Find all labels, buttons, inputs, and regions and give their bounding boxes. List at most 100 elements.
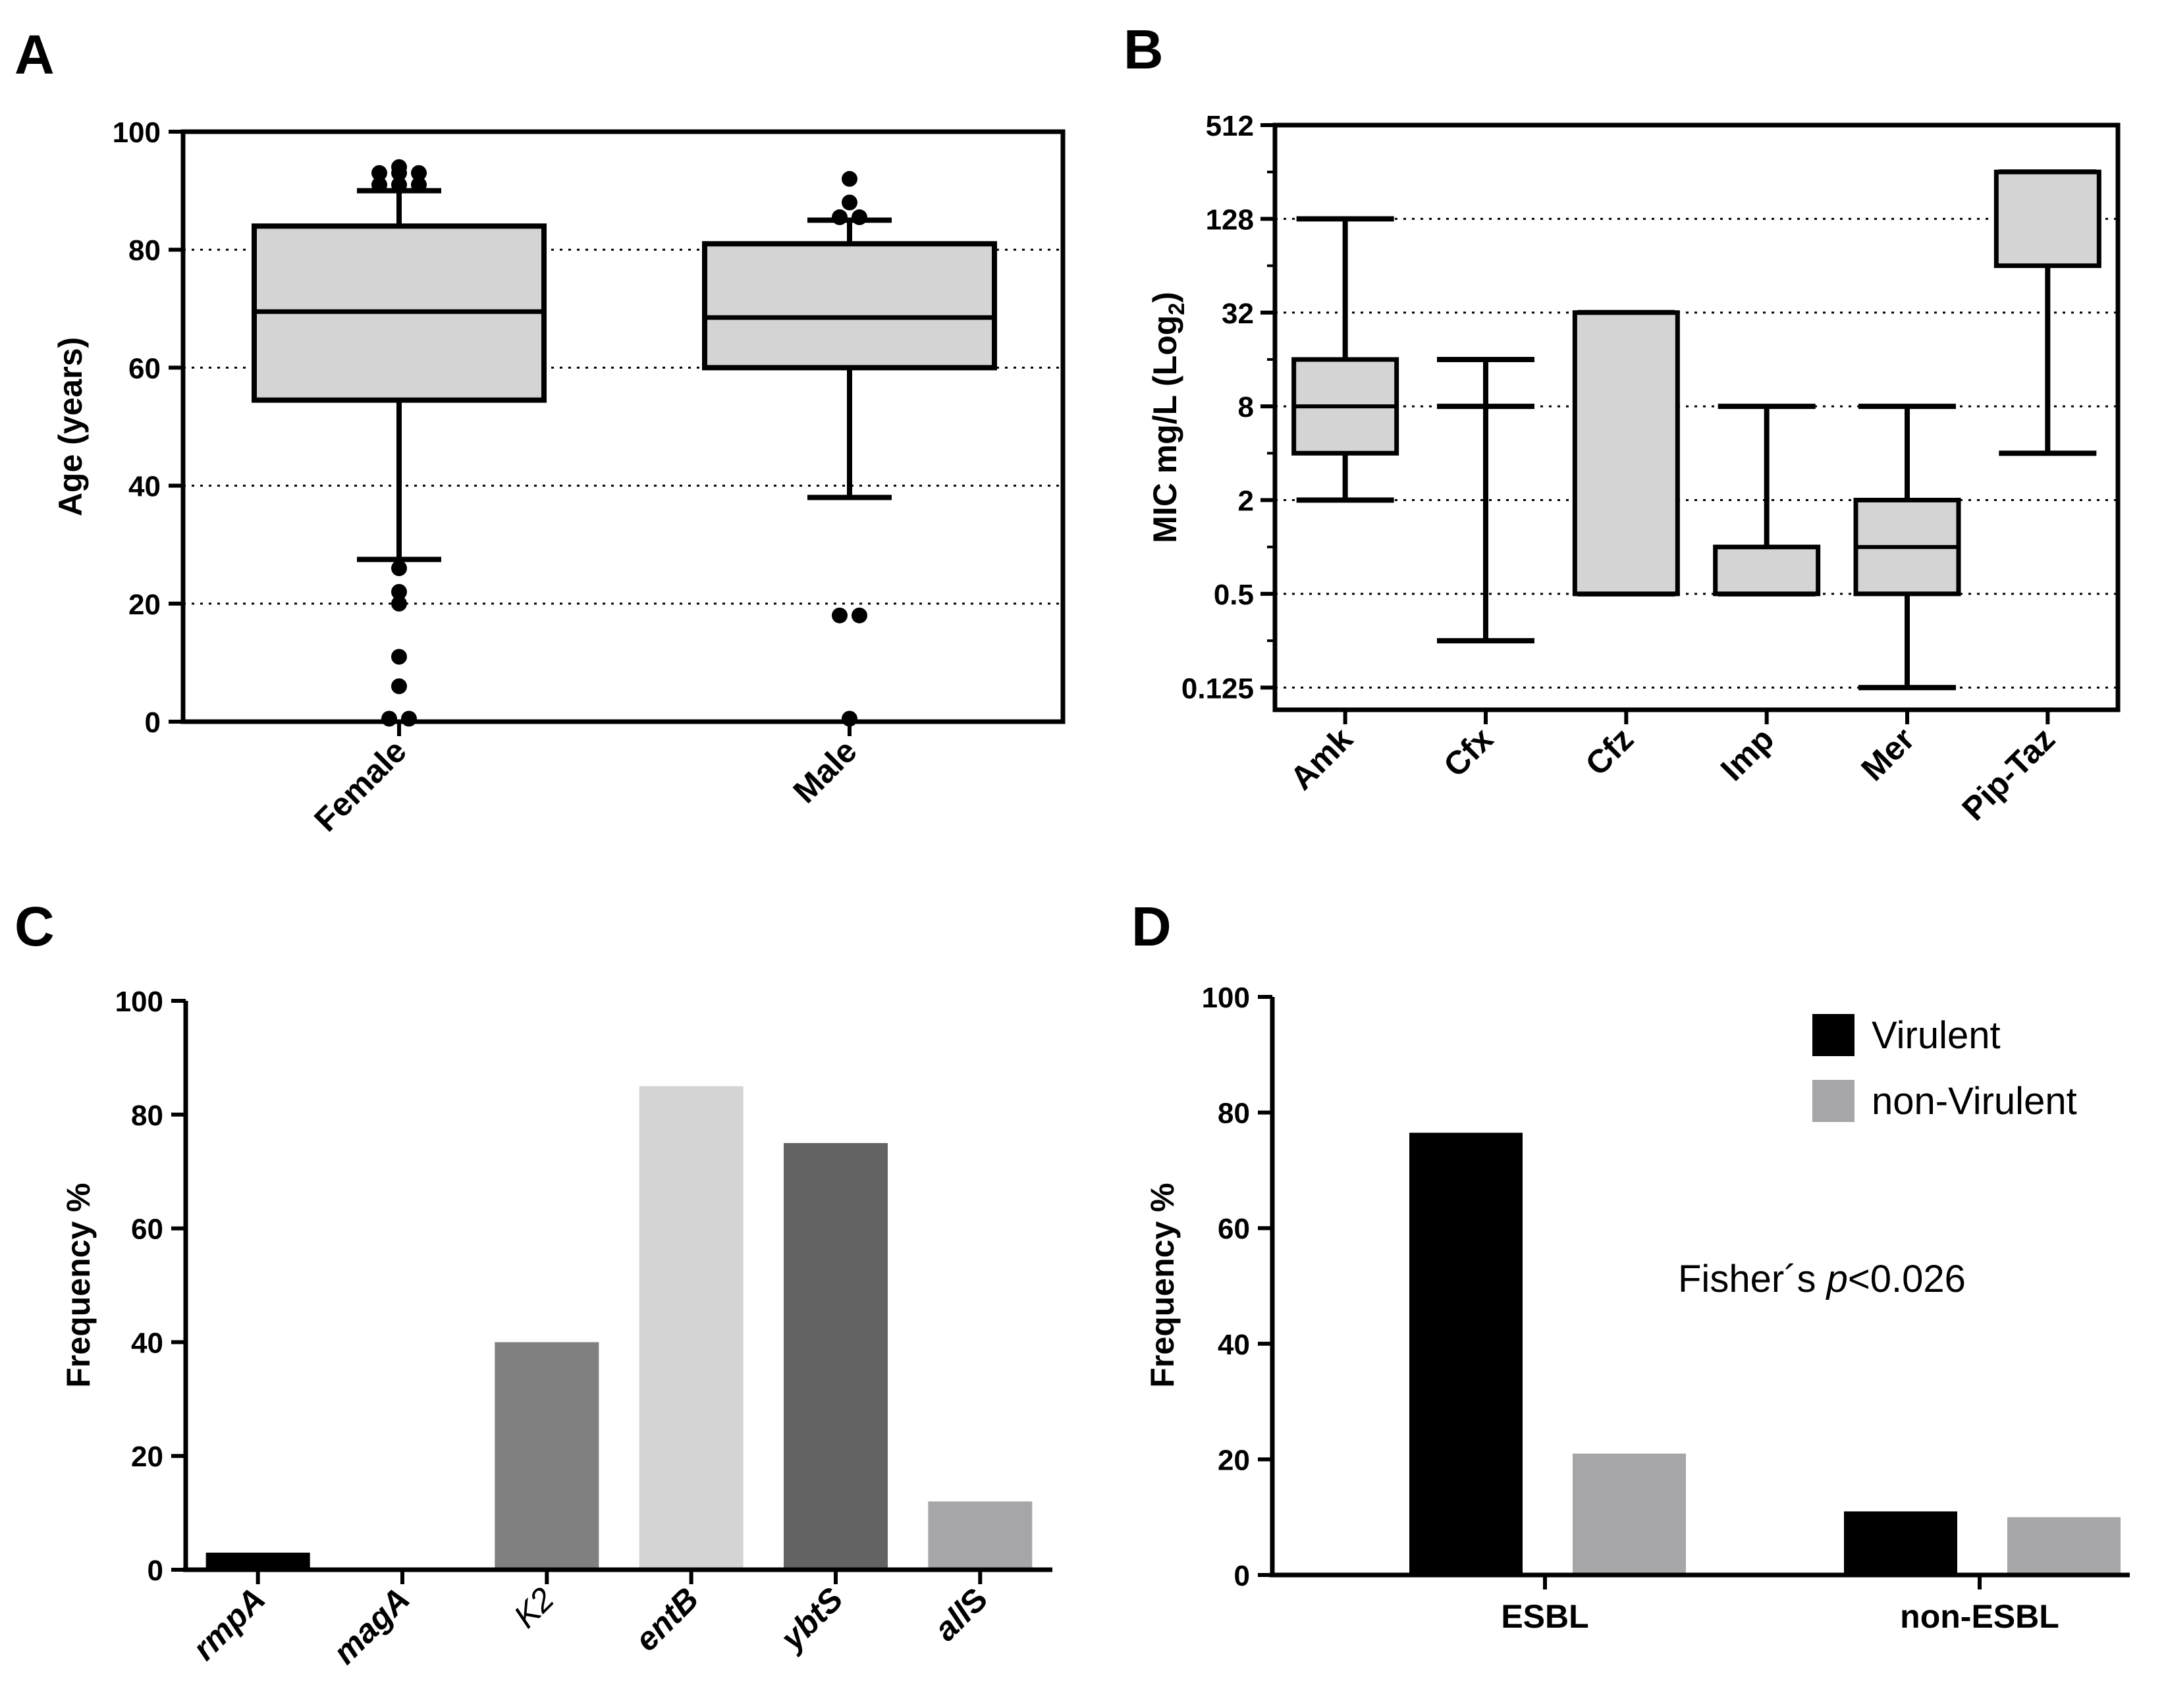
panel-a-outlier-point bbox=[401, 710, 417, 727]
panel-d-y-axis: 0 20 40 60 80 100 bbox=[1202, 982, 1272, 1592]
panel-c-bar bbox=[784, 1143, 888, 1570]
panel-c-ytick-label: 80 bbox=[131, 1100, 163, 1132]
panel-a-outlier-point bbox=[852, 209, 867, 225]
panel-a-ytick-label: 100 bbox=[113, 117, 161, 149]
panel-b-gridlines bbox=[1275, 217, 2118, 689]
panel-a-letter: A bbox=[14, 24, 55, 86]
panel-a-outlier-point bbox=[391, 583, 407, 600]
panel-b-box bbox=[1713, 545, 1821, 597]
panel-b-ytick-label: 0.125 bbox=[1181, 672, 1254, 705]
panel-a: A 0 20 40 60 80 100 Female Male Age (years) bbox=[14, 24, 1066, 839]
legend-swatch-non-virulent bbox=[1812, 1080, 1855, 1122]
panel-a-outlier-point bbox=[411, 165, 427, 181]
panel-c-xtick-label: magA bbox=[326, 1580, 417, 1671]
panel-d-fisher-annotation: Fisher´s p<0.026 bbox=[1678, 1258, 1966, 1300]
panel-c-letter: C bbox=[14, 895, 55, 957]
panel-c-ylabel: Frequency % bbox=[60, 1183, 97, 1387]
panel-c-ytick-label: 0 bbox=[148, 1555, 163, 1587]
panel-b-plot-frame bbox=[1272, 122, 2121, 712]
panel-b-box bbox=[1572, 310, 1680, 597]
panel-b-ytick-label: 2 bbox=[1238, 485, 1254, 518]
legend-swatch-virulent bbox=[1812, 1014, 1855, 1056]
panel-b-ytick-label: 0.5 bbox=[1214, 579, 1254, 611]
panel-d-ytick-label: 100 bbox=[1202, 982, 1250, 1014]
panel-a-outlier-point bbox=[391, 595, 407, 612]
panel-c-xtick-label-part: rmpA bbox=[186, 1580, 273, 1667]
panel-c-xtick-label-part: entB bbox=[628, 1580, 705, 1658]
panel-d-ylabel: Frequency % bbox=[1144, 1183, 1181, 1387]
panel-a-plot-frame bbox=[180, 129, 1066, 724]
panel-b-letter: B bbox=[1124, 18, 1164, 80]
panel-c-x-axis: rmpA magA K2 entB ybtS allS bbox=[186, 1570, 994, 1671]
panel-d-xtick-label: ESBL bbox=[1501, 1598, 1588, 1635]
panel-d-bar-non-virulent bbox=[1573, 1453, 1686, 1575]
panel-c-bar bbox=[928, 1501, 1033, 1570]
panel-b-x-axis: Amk Cfx Cfz Imp Mer Pip-Taz bbox=[1283, 710, 2062, 828]
panel-c-ytick-label: 100 bbox=[115, 986, 163, 1018]
panel-a-outlier-point bbox=[832, 209, 848, 225]
panel-c-xtick-label-part: ybtS bbox=[772, 1580, 850, 1658]
panel-a-outlier-point bbox=[391, 159, 407, 175]
panel-c-xtick-label-part: magA bbox=[326, 1580, 417, 1671]
panel-a-boxes bbox=[252, 159, 997, 727]
panel-b-xtick-label: Amk bbox=[1283, 720, 1359, 797]
panel-c-bar bbox=[495, 1342, 599, 1570]
panel-b-xtick-label: Imp bbox=[1714, 720, 1781, 787]
panel-a-outlier-point bbox=[371, 176, 387, 193]
panel-c-bar bbox=[205, 1553, 310, 1570]
panel-a-outlier-point bbox=[842, 171, 857, 187]
panel-b-xtick-label: Mer bbox=[1854, 720, 1921, 787]
panel-b-box bbox=[1993, 169, 2101, 269]
panel-b-boxes bbox=[1291, 169, 2101, 691]
legend-label-non-virulent: non-Virulent bbox=[1872, 1080, 2077, 1123]
panel-c-ytick-label: 20 bbox=[131, 1441, 163, 1473]
panel-a-outlier-point bbox=[391, 678, 407, 695]
panel-c-xtick-label: entB bbox=[628, 1580, 705, 1658]
panel-a-outlier-point bbox=[391, 176, 407, 193]
panel-b-ytick-label: 32 bbox=[1222, 298, 1254, 330]
panel-b-ylabel-main: MIC mg/L (Log bbox=[1147, 315, 1183, 543]
panel-d-ytick-label: 40 bbox=[1218, 1329, 1250, 1361]
panel-d-bar-virulent bbox=[1844, 1511, 1957, 1575]
panel-b-ylabel-sub: 2 bbox=[1164, 303, 1189, 315]
panel-a-outlier-point bbox=[411, 176, 427, 193]
panel-a-outlier-point bbox=[852, 607, 867, 624]
annotation-text: Fisher´s bbox=[1678, 1258, 1827, 1300]
panel-c-bar bbox=[639, 1086, 744, 1570]
panel-d-ytick-label: 60 bbox=[1218, 1213, 1250, 1245]
annotation-p: p bbox=[1826, 1258, 1848, 1300]
panel-a-outlier-point bbox=[832, 607, 848, 624]
panel-b-xtick-label: Cfz bbox=[1579, 720, 1641, 783]
panel-c-xtick-label: ybtS bbox=[772, 1580, 850, 1658]
panel-a-outlier-point bbox=[371, 165, 387, 181]
annotation-value: <0.026 bbox=[1848, 1258, 1966, 1300]
panel-d-ytick-label: 80 bbox=[1218, 1098, 1250, 1130]
panel-b-ytick-label: 512 bbox=[1206, 110, 1254, 142]
panel-c-xtick-label-part: K2 bbox=[506, 1580, 561, 1635]
panel-d-bar-non-virulent bbox=[2007, 1517, 2121, 1575]
panel-a-outlier-point bbox=[391, 649, 407, 665]
panel-c-bars bbox=[205, 1086, 1033, 1570]
panel-d-ytick-label: 20 bbox=[1218, 1444, 1250, 1476]
panel-b-ylabel-end: ) bbox=[1147, 292, 1183, 303]
panel-b-xtick-label: Cfx bbox=[1436, 720, 1500, 784]
panel-d-bar-virulent bbox=[1409, 1133, 1523, 1575]
panel-c-xtick-label: allS bbox=[927, 1580, 994, 1647]
panel-b-ylabel: MIC mg/L (Log2) bbox=[1147, 292, 1189, 543]
panel-a-ytick-label: 20 bbox=[128, 589, 161, 621]
panel-a-xtick-label: Female bbox=[307, 732, 413, 838]
panel-b-ytick-label: 128 bbox=[1206, 203, 1254, 236]
panel-a-outlier-point bbox=[391, 560, 407, 577]
panel-c-ytick-label: 60 bbox=[131, 1214, 163, 1246]
panel-a-ytick-label: 60 bbox=[128, 352, 161, 385]
panel-b-ytick-label: 8 bbox=[1238, 391, 1254, 423]
panel-d-xtick-label: non-ESBL bbox=[1900, 1598, 2059, 1635]
panel-a-y-axis: 0 20 40 60 80 100 bbox=[113, 117, 183, 739]
panel-a-x-axis: Female Male bbox=[307, 722, 864, 839]
panel-c-ytick-label: 40 bbox=[131, 1327, 163, 1359]
panel-a-ylabel: Age (years) bbox=[52, 337, 89, 516]
panel-b: B 0.125 0.5 2 8 32 128 512 Amk Cfx Cfz Imp Mer Pip-… bbox=[1124, 18, 2121, 828]
panel-c-xtick-label: rmpA bbox=[186, 1580, 273, 1667]
panel-c-y-axis: 0 20 40 60 80 100 bbox=[115, 986, 186, 1587]
